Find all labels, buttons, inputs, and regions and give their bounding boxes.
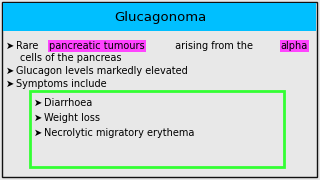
Text: ➤: ➤ [6, 79, 14, 89]
Bar [3, 3, 316, 31]
Text: Symptoms include: Symptoms include [16, 79, 107, 89]
Text: pancreatic tumours: pancreatic tumours [49, 41, 145, 51]
Text: ➤: ➤ [6, 66, 14, 76]
Text: Diarrhoea: Diarrhoea [44, 98, 92, 108]
Text: Glucagonoma: Glucagonoma [114, 12, 206, 24]
Text: Glucagon levels markedly elevated: Glucagon levels markedly elevated [16, 66, 188, 76]
Bar [30, 91, 284, 167]
Text: Necrolytic migratory erythema: Necrolytic migratory erythema [44, 128, 194, 138]
Text: ➤: ➤ [34, 98, 42, 108]
Text: ➤: ➤ [34, 113, 42, 123]
Text: arising from the: arising from the [172, 41, 256, 51]
Text: cells of the pancreas: cells of the pancreas [20, 53, 122, 63]
Text: Rare: Rare [16, 41, 42, 51]
Text: ➤: ➤ [34, 128, 42, 138]
Text: Weight loss: Weight loss [44, 113, 100, 123]
Text: alpha: alpha [281, 41, 308, 51]
Text: ➤: ➤ [6, 41, 14, 51]
